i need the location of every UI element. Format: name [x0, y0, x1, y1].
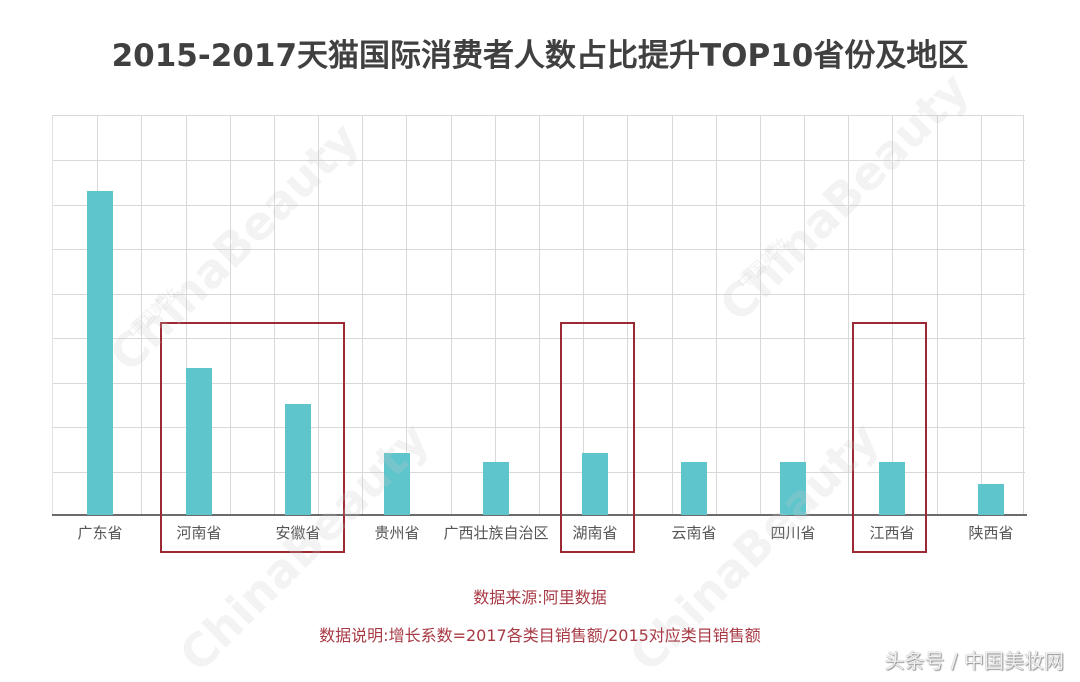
x-tick-label: 安徽省 — [275, 524, 321, 542]
grid-line-horizontal — [53, 204, 1025, 206]
bar — [285, 403, 311, 515]
data-source-note: 数据来源:阿里数据 — [473, 588, 607, 607]
highlight-box — [852, 322, 927, 553]
x-tick-label: 湖南省 — [572, 524, 618, 542]
grid-line-vertical — [848, 116, 850, 516]
bar — [483, 461, 509, 515]
bar — [87, 190, 113, 515]
bar — [879, 461, 905, 515]
grid-line-horizontal — [53, 471, 1025, 473]
x-axis-line — [52, 514, 1027, 516]
grid-line-horizontal — [53, 160, 1025, 162]
x-tick-label: 广东省 — [77, 524, 123, 542]
x-tick-label: 贵州省 — [374, 524, 420, 542]
grid-line-horizontal — [53, 338, 1025, 340]
x-tick-label: 广西壮族自治区 — [443, 524, 549, 542]
grid-line-vertical — [229, 116, 231, 516]
x-tick-label: 四川省 — [770, 524, 816, 542]
bar — [780, 461, 806, 515]
grid-line-vertical — [406, 116, 408, 516]
highlight-box — [160, 322, 345, 553]
grid-line-vertical — [362, 116, 364, 516]
grid-line-vertical — [583, 116, 585, 516]
bar — [384, 452, 410, 515]
grid-line-vertical — [273, 116, 275, 516]
bar — [186, 368, 212, 515]
grid-line-vertical — [494, 116, 496, 516]
x-tick-label: 云南省 — [671, 524, 717, 542]
grid-line-horizontal — [53, 249, 1025, 251]
grid-line-vertical — [539, 116, 540, 516]
bar — [681, 461, 707, 515]
grid-line-vertical — [759, 116, 761, 516]
data-explanation-note: 数据说明:增长系数=2017各类目销售额/2015对应类目销售额 — [319, 626, 761, 645]
grid-line-vertical — [980, 116, 982, 516]
chart-title: 2015-2017天猫国际消费者人数占比提升TOP10省份及地区 — [111, 38, 969, 74]
grid-line-vertical — [671, 116, 673, 516]
grid-line-vertical — [318, 116, 320, 516]
x-tick-label: 陕西省 — [968, 524, 1014, 542]
grid-line-vertical — [715, 116, 717, 516]
grid-line-horizontal — [53, 293, 1025, 295]
grid-line-vertical — [450, 116, 452, 516]
grid-line-vertical — [141, 116, 143, 516]
bar — [978, 483, 1004, 515]
footer-credit: 头条号 / 中国美妆网 — [884, 649, 1064, 673]
x-tick-label: 江西省 — [869, 524, 915, 542]
grid-line-vertical — [185, 116, 187, 516]
grid-line-vertical — [804, 116, 806, 516]
grid-line-vertical — [892, 116, 894, 516]
bar — [582, 452, 608, 515]
x-tick-label: 河南省 — [176, 524, 222, 542]
highlight-box — [560, 322, 635, 553]
grid-line-vertical — [627, 116, 629, 516]
grid-line-vertical — [936, 116, 938, 516]
grid-line-horizontal — [53, 382, 1025, 384]
grid-line-horizontal — [53, 427, 1025, 429]
